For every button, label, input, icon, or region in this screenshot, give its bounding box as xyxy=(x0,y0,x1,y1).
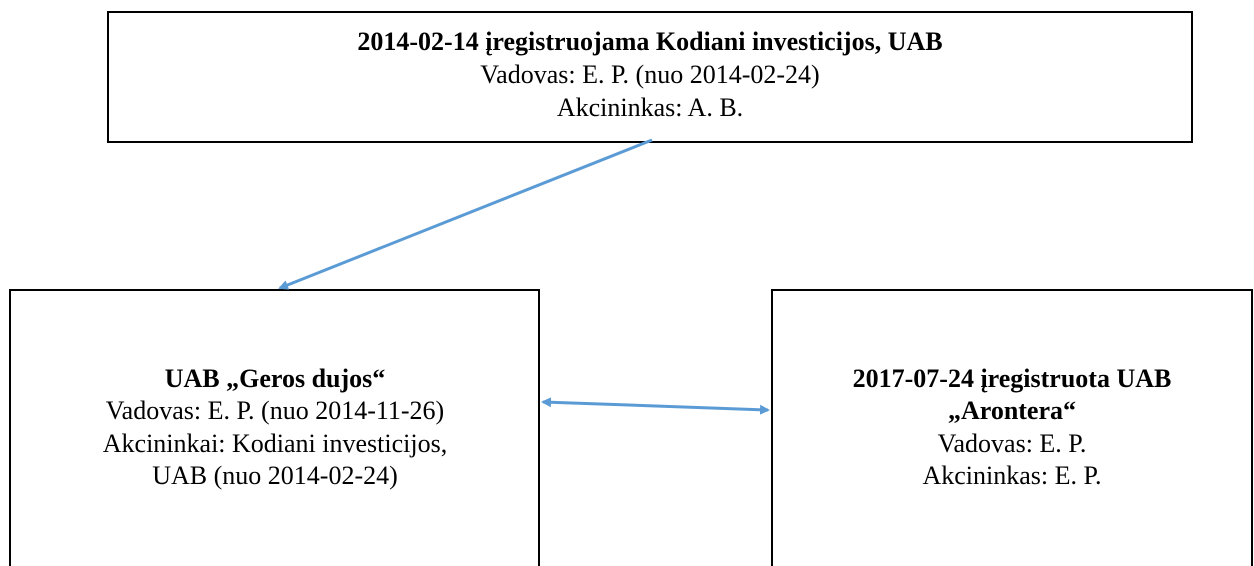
node-line: Vadovas: E. P. (nuo 2014-11-26) xyxy=(106,396,444,425)
node-top: 2014-02-14 įregistruojama Kodiani invest… xyxy=(107,11,1193,143)
node-line: Vadovas: E. P. (nuo 2014-02-24) xyxy=(480,60,819,89)
node-right: 2017-07-24 įregistruota UAB „Arontera“ V… xyxy=(771,289,1253,566)
node-title: 2017-07-24 įregistruota UAB xyxy=(853,364,1172,393)
node-line: Akcininkas: A. B. xyxy=(557,93,743,122)
node-title: „Arontera“ xyxy=(948,396,1076,425)
double-arrow xyxy=(541,397,770,415)
node-box xyxy=(771,289,1253,566)
node-box xyxy=(107,11,1193,143)
node-line: Akcininkai: Kodiani investicijos, xyxy=(103,429,447,458)
node-line: Vadovas: E. P. xyxy=(938,429,1087,458)
node-title: UAB „Geros dujos“ xyxy=(165,364,386,393)
node-box xyxy=(9,289,540,566)
arrow xyxy=(278,138,653,290)
node-line: Akcininkas: E. P. xyxy=(922,461,1101,490)
node-title: 2014-02-14 įregistruojama Kodiani invest… xyxy=(357,27,942,56)
node-left: UAB „Geros dujos“ Vadovas: E. P. (nuo 20… xyxy=(9,289,540,566)
node-line: UAB (nuo 2014-02-24) xyxy=(152,461,398,490)
